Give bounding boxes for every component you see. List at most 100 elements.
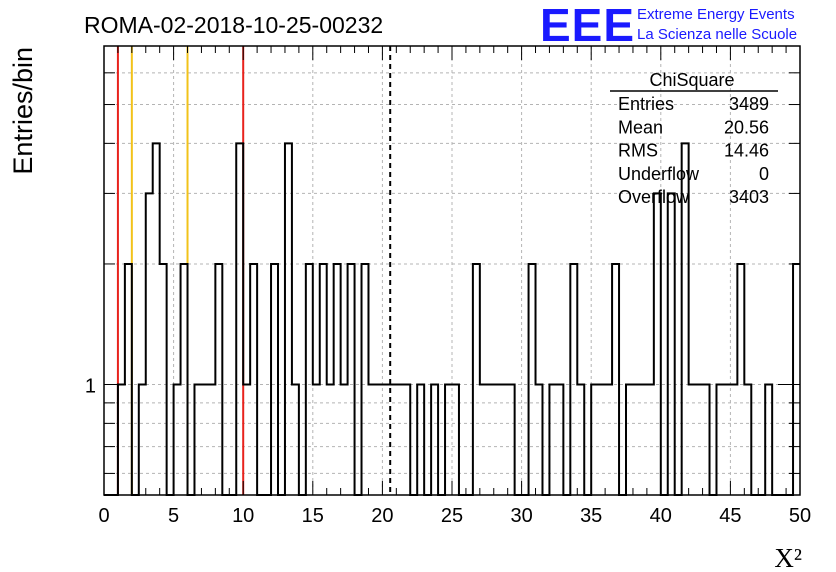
- y-axis-label: Entries/bin: [8, 47, 38, 175]
- histogram: [104, 142, 800, 496]
- histogram-bin: [396, 385, 403, 495]
- histogram-bin: [194, 385, 201, 495]
- histogram-bin: [362, 264, 369, 495]
- x-tick-label: 20: [371, 505, 393, 527]
- chart-title: ROMA-02-2018-10-25-00232: [84, 12, 383, 38]
- histogram-bin: [125, 264, 132, 495]
- histogram-bin: [577, 385, 584, 495]
- histogram-bin: [716, 385, 723, 495]
- x-tick-label: 25: [441, 505, 463, 527]
- histogram-bin: [668, 193, 675, 495]
- x-tick-label: 35: [580, 505, 602, 527]
- histogram-bin: [744, 385, 751, 495]
- histogram-bin: [654, 193, 661, 495]
- stats-row-label: Underflow: [618, 164, 700, 184]
- histogram-bin: [549, 385, 556, 495]
- eee-logo-line2: La Scienza nelle Scuole: [637, 26, 798, 43]
- histogram-bin: [487, 385, 494, 495]
- histogram-bin: [765, 385, 772, 495]
- histogram-bin: [118, 385, 125, 495]
- stats-row-label: Entries: [618, 94, 674, 114]
- histogram-bin: [793, 264, 800, 495]
- eee-logo-line1: Extreme Energy Events: [637, 6, 795, 23]
- histogram-bin: [348, 264, 355, 495]
- histogram-bin: [508, 385, 515, 495]
- stats-row-value: 20.56: [724, 117, 769, 137]
- histogram-bin: [647, 385, 654, 495]
- histogram-bin: [570, 264, 577, 495]
- histogram-bin: [285, 143, 292, 495]
- histogram-bin: [598, 385, 605, 495]
- histogram-bin: [341, 385, 348, 495]
- histogram-bin: [445, 385, 452, 495]
- histogram-bin: [368, 385, 375, 495]
- x-tick-label: 15: [302, 505, 324, 527]
- histogram-bin: [417, 385, 424, 495]
- stats-box-title: ChiSquare: [649, 70, 734, 90]
- histogram-bin: [473, 264, 480, 495]
- histogram-bin: [201, 385, 208, 495]
- x-tick-label: 5: [168, 505, 179, 527]
- x-tick-label: 30: [510, 505, 532, 527]
- histogram-bin: [501, 385, 508, 495]
- stats-row-label: RMS: [618, 141, 658, 161]
- histogram-bin: [723, 385, 730, 495]
- x-tick-label: 40: [650, 505, 672, 527]
- histogram-bin: [215, 264, 222, 495]
- stats-row-value: 0: [759, 164, 769, 184]
- x-tick-label: 10: [232, 505, 254, 527]
- histogram-bin: [640, 385, 647, 495]
- histogram-bin: [146, 193, 153, 495]
- x-tick-label: 50: [789, 505, 811, 527]
- stats-row-value: 14.46: [724, 141, 769, 161]
- histogram-bin: [737, 264, 744, 495]
- eee-logo-letters: EEE: [540, 0, 636, 51]
- histogram-bin: [529, 264, 536, 495]
- eee-logo: EEE Extreme Energy Events La Scienza nel…: [540, 2, 832, 48]
- histogram-bin: [536, 385, 543, 495]
- histogram-bin: [236, 143, 243, 495]
- histogram-bin: [556, 385, 563, 495]
- histogram-bin: [174, 385, 181, 495]
- histogram-bin: [452, 385, 459, 495]
- x-axis-label: X²: [774, 543, 802, 572]
- histogram-bin: [431, 385, 438, 495]
- histogram-bin: [306, 264, 313, 495]
- histogram-bin: [730, 385, 737, 495]
- x-tick-label: 0: [98, 505, 109, 527]
- histogram-bin: [612, 264, 619, 495]
- histogram-bin: [591, 385, 598, 495]
- histogram-bin: [250, 264, 257, 495]
- y-tick-label: 1: [85, 376, 96, 398]
- y-axis-ticks: 1: [85, 45, 800, 474]
- histogram-bin: [605, 385, 612, 495]
- histogram-series: [104, 142, 800, 496]
- histogram-bin: [626, 385, 633, 495]
- histogram-bin: [160, 264, 167, 495]
- histogram-bin: [689, 385, 696, 495]
- histogram-bin: [320, 264, 327, 495]
- histogram-bin: [480, 385, 487, 495]
- histogram-bin: [382, 385, 389, 495]
- histogram-bin: [243, 385, 250, 495]
- stats-row-value: 3403: [729, 187, 769, 207]
- x-tick-label: 45: [719, 505, 741, 527]
- stats-row-label: Mean: [618, 117, 663, 137]
- histogram-bin: [494, 385, 501, 495]
- x-axis-ticks: 0 5 10 15 20 25 30 35 40 45 50: [98, 46, 811, 527]
- histogram-bin: [292, 385, 299, 495]
- histogram-bin: [139, 385, 146, 495]
- histogram-bin: [403, 385, 410, 495]
- histogram-bin: [696, 385, 703, 495]
- histogram-bin: [334, 264, 341, 495]
- histogram-bin: [153, 143, 160, 495]
- histogram-bin: [375, 385, 382, 495]
- stats-row-value: 3489: [729, 94, 769, 114]
- histogram-bin: [389, 385, 396, 495]
- histogram-bin: [208, 385, 215, 495]
- histogram-bin: [271, 264, 278, 495]
- histogram-bin: [327, 385, 334, 495]
- stats-box: ChiSquare Entries 3489 Mean 20.56 RMS 14.46 Un…: [610, 70, 778, 207]
- histogram-bin: [181, 264, 188, 495]
